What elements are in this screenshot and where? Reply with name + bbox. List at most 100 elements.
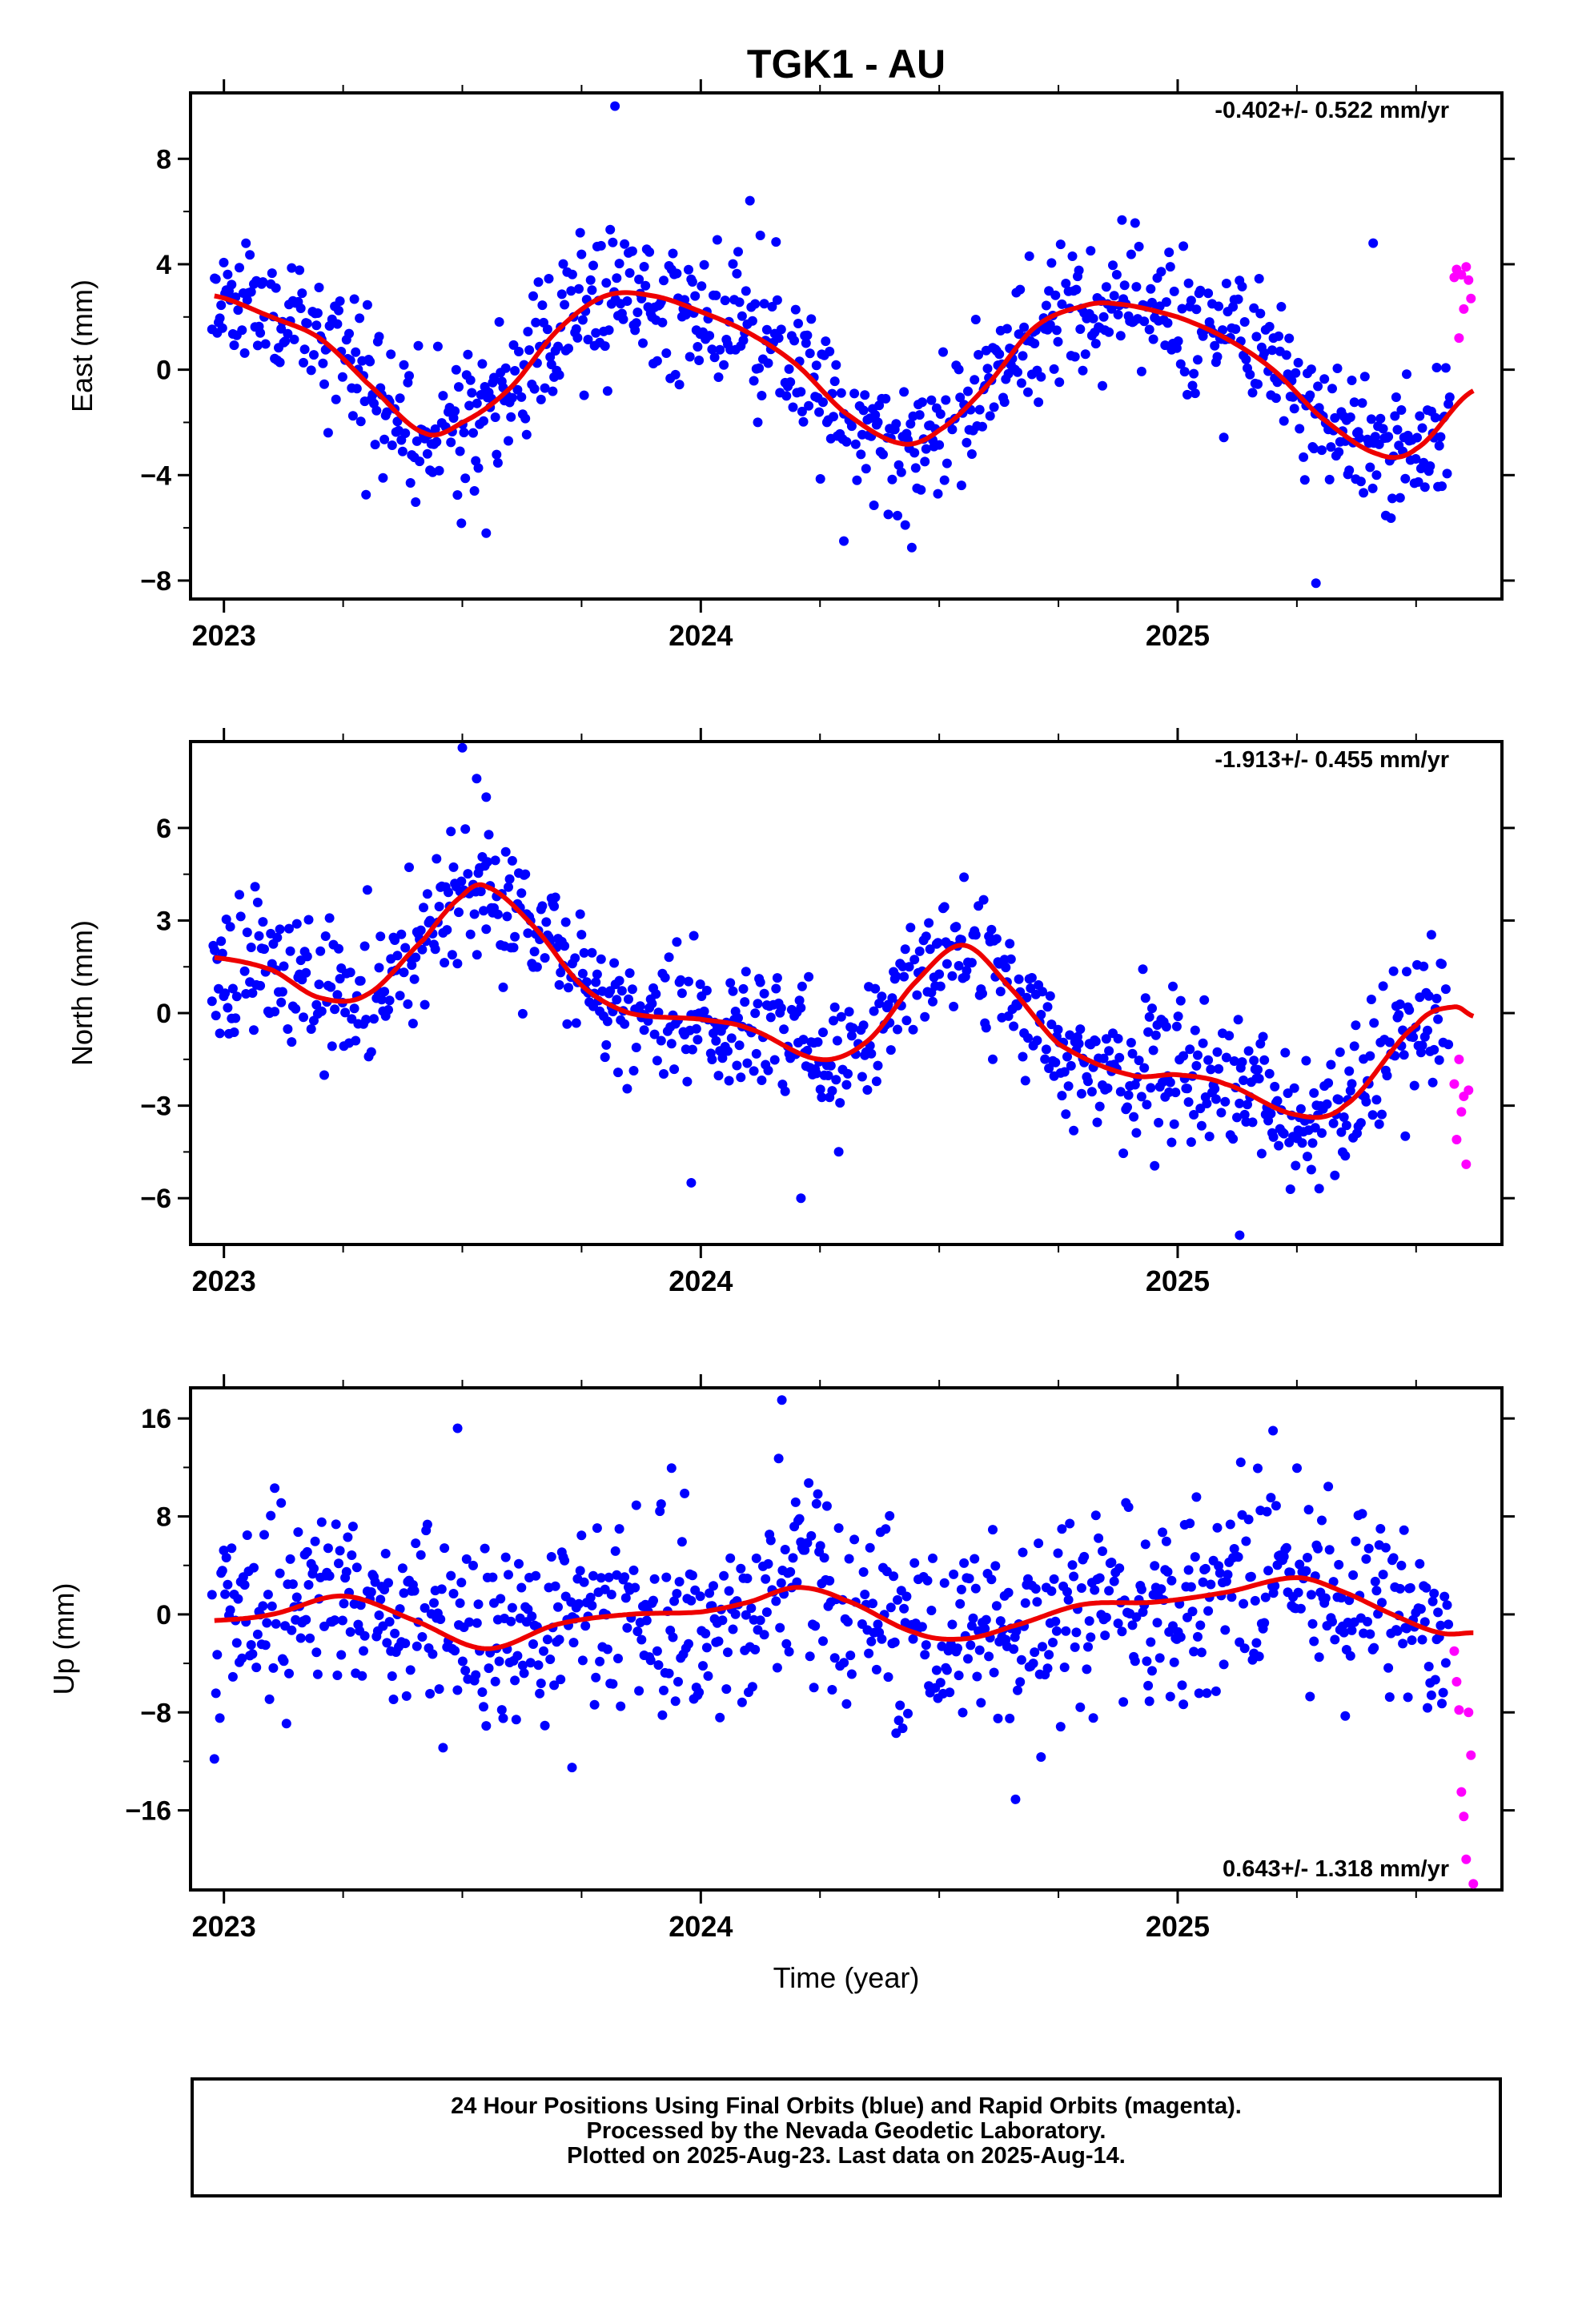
final-orbit-point (207, 996, 217, 1007)
final-orbit-point (1094, 1533, 1104, 1543)
final-orbit-point (1309, 444, 1319, 454)
final-orbit-point (866, 1048, 877, 1059)
final-orbit-point (734, 1040, 745, 1051)
final-orbit-point (908, 1634, 918, 1644)
final-orbit-point (481, 1721, 492, 1731)
final-orbit-point (279, 961, 289, 971)
y-tick-label: −8 (140, 566, 171, 597)
final-orbit-point (268, 1663, 279, 1673)
final-orbit-point (252, 340, 263, 351)
model-fit-line (214, 1575, 1474, 1651)
final-orbit-point (1189, 368, 1199, 379)
final-orbit-point (1324, 1545, 1335, 1555)
final-orbit-point (399, 1588, 409, 1598)
final-orbit-point (533, 1660, 544, 1671)
final-orbit-point (928, 996, 938, 1007)
final-orbit-point (1046, 1019, 1057, 1030)
final-orbit-point (634, 1686, 644, 1696)
final-orbit-point (448, 862, 459, 872)
final-orbit-point (1221, 1052, 1231, 1063)
final-orbit-point (366, 1587, 376, 1597)
final-orbit-point (921, 931, 931, 942)
final-orbit-point (1175, 359, 1186, 369)
final-orbit-point (883, 1672, 893, 1683)
final-orbit-point (335, 1546, 345, 1556)
final-orbit-point (959, 872, 970, 883)
final-orbit-point (574, 1598, 584, 1609)
final-orbit-point (403, 999, 413, 1009)
final-orbit-point (415, 456, 425, 467)
final-orbit-point (1327, 1617, 1337, 1626)
final-orbit-point (1158, 1077, 1167, 1088)
final-orbit-point (446, 1570, 456, 1581)
final-orbit-point (939, 475, 950, 485)
final-orbit-point (804, 971, 814, 982)
final-orbit-point (921, 444, 931, 454)
final-orbit-point (341, 1566, 351, 1577)
final-orbit-point (614, 259, 624, 269)
final-orbit-point (1233, 1552, 1243, 1562)
final-orbit-point (412, 1641, 422, 1651)
final-orbit-point (622, 1622, 632, 1633)
final-orbit-point (910, 463, 921, 473)
final-orbit-point (949, 1569, 959, 1579)
final-orbit-point (1255, 308, 1266, 319)
final-orbit-point (576, 930, 587, 940)
final-orbit-point (1328, 1118, 1339, 1128)
final-orbit-point (1094, 1573, 1105, 1583)
final-orbit-point (1285, 1567, 1295, 1578)
final-orbit-point (802, 1538, 813, 1548)
final-orbit-point (728, 259, 738, 269)
final-orbit-point (1241, 354, 1251, 364)
final-orbit-point (581, 977, 592, 987)
final-orbit-point (1395, 493, 1405, 503)
final-orbit-point (1113, 309, 1123, 320)
y-tick-label: 8 (156, 144, 171, 175)
final-orbit-point (622, 296, 632, 306)
y-axis-label: North (mm) (66, 920, 98, 1066)
final-orbit-point (305, 1633, 315, 1643)
final-orbit-point (211, 1011, 221, 1021)
final-orbit-point (1122, 1102, 1132, 1112)
final-orbit-point (984, 1651, 994, 1662)
final-orbit-point (361, 1015, 371, 1025)
final-orbit-point (468, 1560, 478, 1570)
final-orbit-point (1433, 1607, 1443, 1618)
final-orbit-point (219, 1546, 229, 1555)
final-orbit-point (1340, 1711, 1351, 1721)
final-orbit-point (349, 294, 359, 304)
final-orbit-point (1055, 239, 1066, 250)
final-orbit-point (895, 1700, 905, 1711)
final-orbit-point (870, 410, 881, 420)
final-orbit-point (225, 922, 235, 932)
final-orbit-point (575, 909, 585, 919)
final-orbit-point (1024, 251, 1034, 261)
final-orbit-point (314, 979, 324, 990)
final-orbit-point (1170, 1088, 1181, 1098)
final-orbit-point (648, 1595, 658, 1606)
final-orbit-point (641, 1615, 652, 1626)
final-orbit-point (1185, 1044, 1195, 1055)
final-orbit-point (299, 357, 308, 368)
final-orbit-point (612, 273, 622, 283)
final-orbit-point (725, 1553, 736, 1563)
final-orbit-point (1041, 300, 1051, 311)
final-orbit-point (217, 1566, 227, 1576)
final-orbit-point (1059, 1067, 1070, 1077)
final-orbit-point (1210, 1084, 1220, 1094)
final-orbit-point (1051, 325, 1062, 336)
final-orbit-point (1150, 1160, 1160, 1171)
final-orbit-point (798, 416, 809, 427)
final-orbit-point (600, 1052, 610, 1063)
final-orbit-point (1148, 334, 1158, 344)
final-orbit-point (849, 388, 860, 399)
final-orbit-point (1426, 930, 1436, 940)
final-orbit-point (1194, 1688, 1204, 1699)
final-orbit-point (978, 988, 987, 999)
y-tick-label: −6 (140, 1184, 171, 1214)
final-orbit-point (416, 1550, 426, 1560)
final-orbit-point (472, 1618, 482, 1628)
final-orbit-point (661, 348, 672, 358)
final-orbit-point (375, 1594, 386, 1605)
final-orbit-point (1292, 1463, 1302, 1474)
